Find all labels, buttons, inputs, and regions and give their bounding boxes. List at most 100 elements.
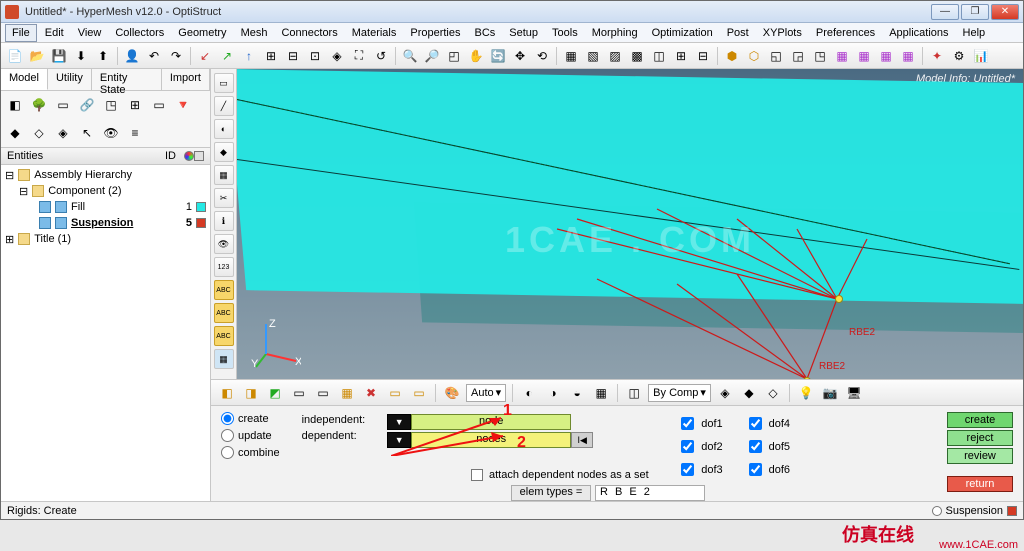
elem-types-selector[interactable]: elem types = — [511, 485, 591, 501]
vbtn-info-icon[interactable]: ℹ — [214, 211, 234, 231]
new-icon[interactable]: 📄 — [5, 46, 25, 66]
auto-dropdown[interactable]: Auto▾ — [466, 384, 506, 402]
menu-view[interactable]: View — [72, 25, 108, 41]
vbtn-abc1-icon[interactable]: ABC — [214, 280, 234, 300]
grid1-icon[interactable]: ▦ — [832, 46, 852, 66]
vbtn-surf-icon[interactable]: ◐ — [214, 119, 234, 139]
render-mode-icon[interactable]: 🎨 — [442, 383, 462, 403]
attach-option[interactable]: attach dependent nodes as a set — [471, 469, 649, 481]
menu-collectors[interactable]: Collectors — [109, 25, 170, 41]
tab-import[interactable]: Import — [162, 69, 210, 90]
menu-optimization[interactable]: Optimization — [646, 25, 719, 41]
grid4-icon[interactable]: ▦ — [898, 46, 918, 66]
axis-y-icon[interactable]: ↗ — [217, 46, 237, 66]
menu-post[interactable]: Post — [721, 25, 755, 41]
switch-button[interactable]: ▼ — [387, 414, 411, 430]
checkbox-icon[interactable] — [471, 469, 483, 481]
axis-yz-icon[interactable]: ⊡ — [305, 46, 325, 66]
vbtn-eye-icon[interactable]: 👁 — [214, 234, 234, 254]
minimize-button[interactable]: — — [931, 4, 959, 20]
dof6-checkbox[interactable]: dof6 — [745, 460, 790, 479]
elem-type-value[interactable]: R B E 2 — [595, 485, 705, 501]
radio-combine[interactable]: combine — [221, 446, 280, 459]
menu-mesh[interactable]: Mesh — [235, 25, 274, 41]
cube2-icon[interactable]: ◲ — [788, 46, 808, 66]
tree-assembly[interactable]: ⊟ Assembly Hierarchy — [5, 167, 206, 183]
dependent-nodes-selector[interactable]: nodes — [411, 432, 571, 448]
tab-utility[interactable]: Utility — [48, 69, 92, 90]
shade2-icon[interactable]: ◑ — [543, 383, 563, 403]
menu-morphing[interactable]: Morphing — [586, 25, 644, 41]
menu-xyplots[interactable]: XYPlots — [757, 25, 808, 41]
cube1-icon[interactable]: ◱ — [766, 46, 786, 66]
trans1-icon[interactable]: ◈ — [715, 383, 735, 403]
menu-preferences[interactable]: Preferences — [810, 25, 881, 41]
trans2-icon[interactable]: ◆ — [739, 383, 759, 403]
color-wheel-icon[interactable] — [184, 151, 194, 161]
opt3-icon[interactable]: 📊 — [971, 46, 991, 66]
opt1-icon[interactable]: ✦ — [927, 46, 947, 66]
vbtn-123-icon[interactable]: 123 — [214, 257, 234, 277]
dof3-checkbox[interactable]: dof3 — [677, 460, 722, 479]
spin-icon[interactable]: ⟲ — [532, 46, 552, 66]
menu-setup[interactable]: Setup — [503, 25, 544, 41]
menu-help[interactable]: Help — [957, 25, 992, 41]
persp-icon[interactable]: ◫ — [624, 383, 644, 403]
save-icon[interactable]: 💾 — [49, 46, 69, 66]
mon-icon[interactable]: 🖥 — [844, 383, 864, 403]
tree-title[interactable]: ⊞ Title (1) — [5, 231, 206, 247]
disp-card-icon[interactable]: ▭ — [385, 383, 405, 403]
axis-xy-icon[interactable]: ⊞ — [261, 46, 281, 66]
wire-icon[interactable]: ▦ — [591, 383, 611, 403]
create-button[interactable]: create — [947, 412, 1013, 428]
current-component[interactable]: Suspension — [932, 505, 1018, 517]
menu-tools[interactable]: Tools — [546, 25, 584, 41]
bt-comp-icon[interactable]: ▭ — [53, 95, 73, 115]
import-icon[interactable]: ⬇ — [71, 46, 91, 66]
window6-icon[interactable]: ⊞ — [671, 46, 691, 66]
shade3-icon[interactable]: ◒ — [567, 383, 587, 403]
axis-z-icon[interactable]: ↑ — [239, 46, 259, 66]
window2-icon[interactable]: ▧ — [583, 46, 603, 66]
trans3-icon[interactable]: ◇ — [763, 383, 783, 403]
dof5-checkbox[interactable]: dof5 — [745, 437, 790, 456]
disp-prop-icon[interactable]: ▭ — [313, 383, 333, 403]
vbtn-clip-icon[interactable]: ✂ — [214, 188, 234, 208]
vbtn-line-icon[interactable]: ╱ — [214, 96, 234, 116]
radio-update[interactable]: update — [221, 429, 280, 442]
pan-icon[interactable]: ✋ — [466, 46, 486, 66]
vbtn-abc2-icon[interactable]: ABC — [214, 303, 234, 323]
tab-entity-state[interactable]: Entity State — [92, 69, 162, 90]
disp-del-icon[interactable]: ✖ — [361, 383, 381, 403]
radio-create[interactable]: create — [221, 412, 280, 425]
entity-tree[interactable]: ⊟ Assembly Hierarchy ⊟ Component (2) Fil… — [1, 165, 210, 501]
reset-button[interactable]: I◀ — [571, 432, 593, 448]
bt-sel3-icon[interactable]: ◈ — [53, 123, 73, 143]
color-swatch[interactable] — [196, 218, 206, 228]
window7-icon[interactable]: ⊟ — [693, 46, 713, 66]
color-swatch[interactable] — [196, 202, 206, 212]
disp-org-icon[interactable]: ▭ — [409, 383, 429, 403]
close-button[interactable]: ✕ — [991, 4, 1019, 20]
menu-edit[interactable]: Edit — [39, 25, 70, 41]
independent-node-selector[interactable]: node — [411, 414, 571, 430]
disp-cube2-icon[interactable]: ◨ — [241, 383, 261, 403]
disp-mat-icon[interactable]: ▭ — [289, 383, 309, 403]
tree-component[interactable]: ⊟ Component (2) — [5, 183, 206, 199]
vbtn-grid-icon[interactable]: ▦ — [214, 349, 234, 369]
window5-icon[interactable]: ◫ — [649, 46, 669, 66]
menu-connectors[interactable]: Connectors — [275, 25, 343, 41]
vbtn-abc3-icon[interactable]: ABC — [214, 326, 234, 346]
bt-cube-icon[interactable]: ◧ — [5, 95, 25, 115]
zoom-in-icon[interactable]: 🔍 — [400, 46, 420, 66]
bt-sel1-icon[interactable]: ◆ — [5, 123, 25, 143]
vbtn-select-icon[interactable]: ▭ — [214, 73, 234, 93]
window4-icon[interactable]: ▩ — [627, 46, 647, 66]
user-icon[interactable]: 👤 — [122, 46, 142, 66]
vbtn-solid-icon[interactable]: ◆ — [214, 142, 234, 162]
menu-applications[interactable]: Applications — [883, 25, 954, 41]
dof4-checkbox[interactable]: dof4 — [745, 414, 790, 433]
opt2-icon[interactable]: ⚙ — [949, 46, 969, 66]
graphics-viewport[interactable]: Model Info: Untitled* — [237, 69, 1023, 379]
rotate-icon[interactable]: 🔄 — [488, 46, 508, 66]
